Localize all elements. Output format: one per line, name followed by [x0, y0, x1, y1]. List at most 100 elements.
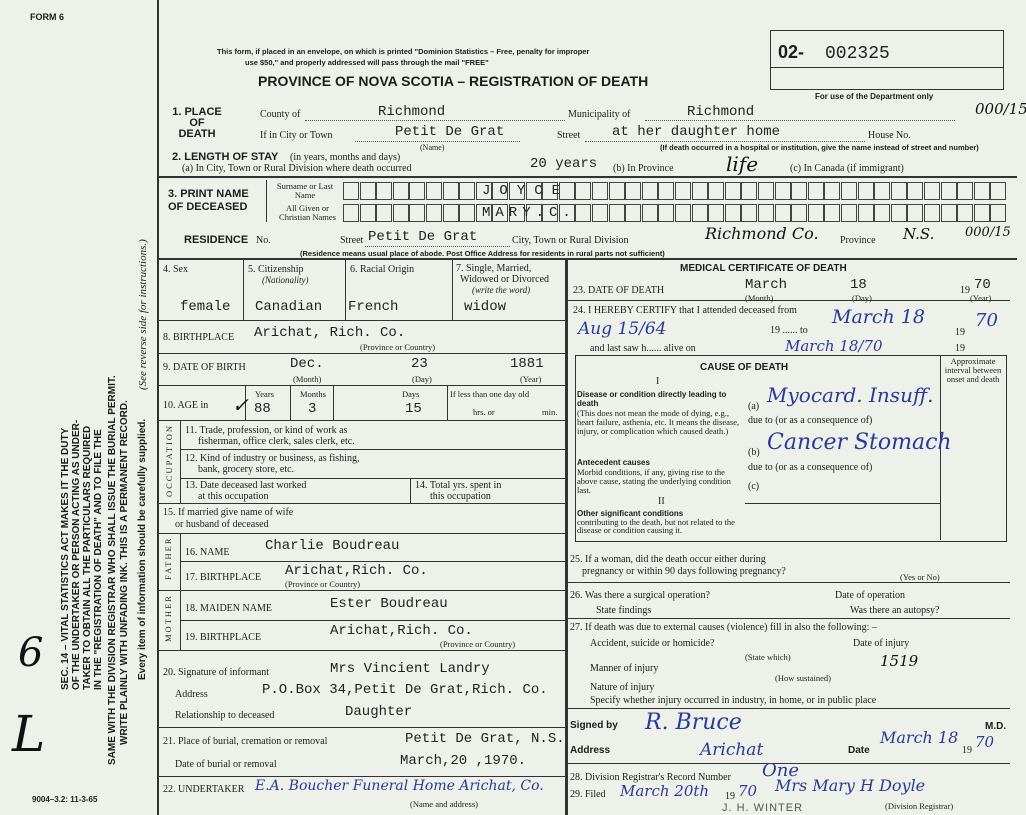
divider	[245, 385, 246, 420]
attended-to-year: 70	[975, 310, 998, 331]
divider	[770, 67, 1003, 68]
burial-place-label: 21. Place of burial, cremation or remova…	[163, 736, 328, 747]
divider	[745, 503, 940, 504]
street-value: at her daughter home	[612, 124, 781, 140]
residence-city-value: Richmond Co.	[705, 224, 819, 243]
name-letter-cell	[957, 182, 974, 200]
medical-certificate-title: MEDICAL CERTIFICATE OF DEATH	[680, 263, 847, 274]
name-letter-cell	[592, 204, 608, 222]
divider	[447, 385, 448, 420]
divider	[180, 449, 565, 450]
name-letter-cell	[940, 204, 957, 222]
dob-day-note: (Day)	[412, 374, 432, 384]
father-name-label: 16. NAME	[185, 547, 230, 558]
place-of-death-label: 1. PLACE OF DEATH	[172, 106, 222, 140]
divider	[940, 355, 941, 540]
divider	[180, 620, 565, 621]
year-prefix: 19	[955, 327, 965, 338]
city-label: If in City or Town	[260, 130, 333, 141]
divider	[180, 420, 181, 503]
instruction-line: WRITE PLAINLY WITH UNFADING INK. THIS IS…	[119, 400, 130, 745]
mother-side-label: MOTHER	[163, 594, 173, 642]
name-letter-cell	[625, 182, 642, 200]
name-letter-cell	[592, 182, 608, 200]
name-letter-cell	[608, 204, 625, 222]
q25-label: pregnancy or within 90 days following pr…	[582, 566, 786, 577]
direct-cause-label: Disease or condition directly leading to…	[577, 390, 727, 408]
attended-to: March 18	[832, 306, 925, 328]
nature-label: Nature of injury	[590, 682, 655, 693]
divider	[452, 258, 453, 320]
operation-date-label: Date of operation	[835, 590, 905, 601]
name-letter-cell	[641, 204, 658, 222]
state-which-note: (State which)	[745, 652, 791, 662]
mother-name-label: 18. MAIDEN NAME	[185, 603, 272, 614]
margin-divider	[157, 0, 159, 815]
name-letter-cell	[724, 204, 741, 222]
name-letter-cell	[442, 182, 459, 200]
due-to-label: due to (or as a consequence of)	[748, 462, 873, 473]
address-label: Address	[570, 745, 611, 756]
stay-note: (in years, months and days)	[290, 152, 401, 163]
residence-note: (Residence means usual place of abode. P…	[300, 249, 665, 258]
name-letter-cell	[907, 204, 924, 222]
dob-day: 23	[411, 356, 428, 372]
margin-handwriting: L	[12, 705, 46, 763]
name-letter-cell	[442, 204, 459, 222]
spouse-label: or husband of deceased	[175, 519, 269, 530]
state-findings-label: State findings	[596, 605, 652, 616]
marital-value: widow	[464, 299, 507, 315]
name-letter-cell	[558, 204, 575, 222]
name-letter-cell	[525, 182, 542, 200]
cause-a-value: Myocard. Insuff.	[767, 383, 934, 407]
name-letter-cell	[426, 182, 442, 200]
name-letter-cell	[708, 182, 725, 200]
name-letter-cell	[973, 204, 990, 222]
name-letter-cell	[575, 204, 592, 222]
instruction-line: SEC. 14 – VITAL STATISTICS ACT MAKES IT …	[60, 427, 71, 690]
stay-b-value: life	[726, 152, 759, 176]
given-names-label: All Given or Christian Names	[279, 203, 336, 222]
manner-label: Manner of injury	[590, 663, 659, 674]
divider	[333, 385, 334, 420]
signed-by-label: Signed by	[570, 720, 618, 731]
registration-number-box	[770, 30, 1004, 90]
divider	[157, 385, 565, 386]
interval-label: Approximate interval between onset and d…	[944, 356, 1002, 384]
q26-label: 26. Was there a surgical operation?	[570, 590, 710, 601]
filed-label: 29. Filed	[570, 789, 606, 800]
q11-label: fisherman, office clerk, sales clerk, et…	[198, 436, 355, 447]
cause-b-label: (b)	[748, 447, 760, 458]
name-letter-cell	[475, 182, 492, 200]
name-letter-cell	[575, 182, 592, 200]
dotted-line	[305, 120, 565, 121]
name-letter-cell	[924, 204, 940, 222]
divider	[180, 561, 565, 562]
father-birthplace-note: (Province or Country)	[285, 579, 361, 589]
residence-label: RESIDENCE	[184, 234, 249, 246]
dob-month: Dec.	[290, 356, 324, 372]
citizenship-label: 5. Citizenship	[248, 264, 304, 275]
divider	[565, 708, 1010, 709]
marital-label: (write the word)	[472, 285, 531, 295]
q13-label: 13. Date deceased last worked	[185, 480, 307, 491]
part-one-label: I	[656, 376, 660, 387]
burial-place-value: Petit De Grat, N.S.	[405, 731, 565, 747]
direct-cause-note: (This does not mean the mode of dying, e…	[577, 408, 740, 436]
divider	[565, 300, 1010, 301]
racial-origin-value: French	[348, 299, 399, 315]
sex-label: 4. Sex	[163, 264, 188, 275]
name-letter-cell	[409, 204, 426, 222]
q12-label: bank, grocery store, etc.	[198, 464, 295, 475]
divider	[157, 176, 1017, 178]
name-letter-cell	[558, 182, 575, 200]
name-letter-cell	[392, 204, 409, 222]
name-letter-cell	[841, 204, 857, 222]
mother-birthplace-label: 19. BIRTHPLACE	[185, 632, 262, 643]
stay-b-label: (b) In Province	[613, 163, 674, 174]
name-letter-cell	[675, 204, 691, 222]
birthplace-label: 8. BIRTHPLACE	[163, 332, 235, 343]
specify-label: Specify whether injury occurred in indus…	[590, 695, 877, 706]
death-year-prefix: 19	[960, 285, 970, 296]
